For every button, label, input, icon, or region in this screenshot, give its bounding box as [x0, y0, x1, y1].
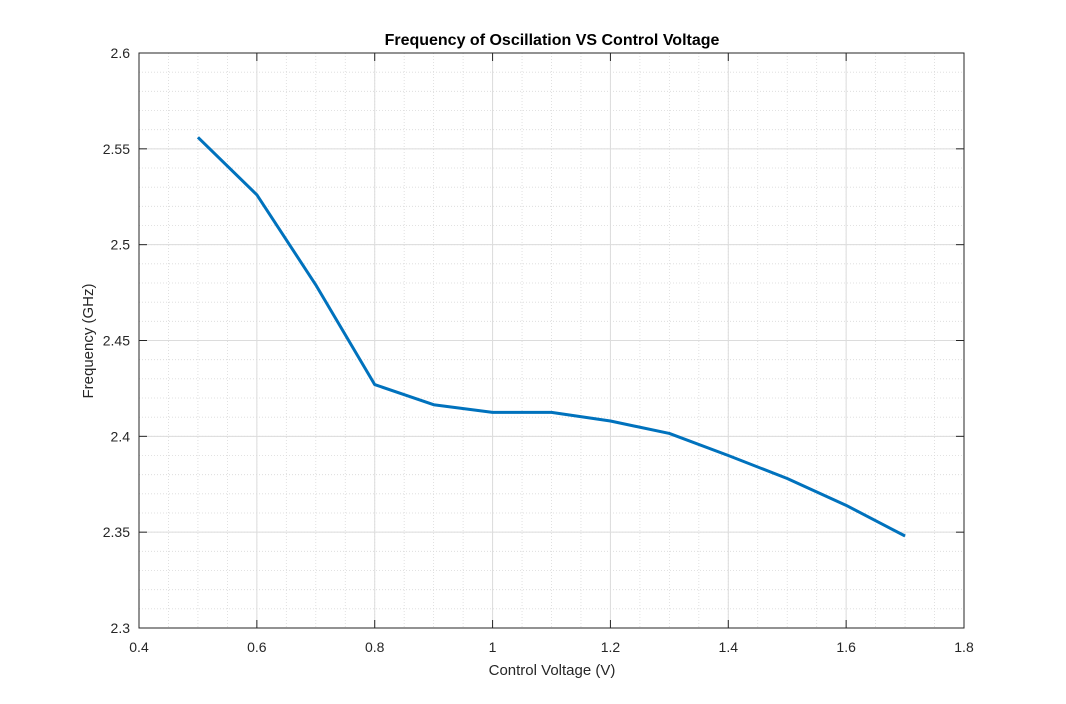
x-tick-label: 0.4: [129, 639, 149, 655]
chart-title: Frequency of Oscillation VS Control Volt…: [385, 32, 720, 49]
x-tick-labels: 0.4 0.6 0.8 1 1.2 1.4 1.6 1.8: [129, 639, 974, 655]
y-tick-label: 2.5: [111, 237, 131, 253]
x-tick-label: 0.8: [365, 639, 385, 655]
y-axis-label: Frequency (GHz): [80, 283, 97, 398]
series-layer: [196, 136, 906, 538]
x-tick-label: 1.4: [719, 639, 739, 655]
y-tick-labels: 2.3 2.35 2.4 2.45 2.5 2.55 2.6: [103, 45, 130, 636]
x-tick-label: 0.6: [247, 639, 267, 655]
y-tick-label: 2.45: [103, 333, 130, 349]
y-tick-label: 2.6: [111, 45, 131, 61]
y-tick-label: 2.35: [103, 524, 130, 540]
x-tick-label: 1: [489, 639, 497, 655]
y-tick-label: 2.55: [103, 141, 130, 157]
x-tick-label: 1.6: [836, 639, 856, 655]
x-tick-label: 1.8: [954, 639, 974, 655]
y-tick-label: 2.4: [111, 428, 131, 444]
series-line: [196, 136, 906, 538]
y-tick-label: 2.3: [111, 620, 131, 636]
x-tick-label: 1.2: [601, 639, 621, 655]
x-axis-label: Control Voltage (V): [489, 662, 616, 679]
tick-marks: [138, 52, 965, 629]
